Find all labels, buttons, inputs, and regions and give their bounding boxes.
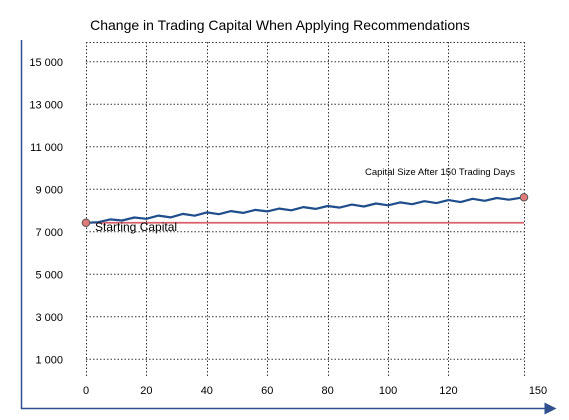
y-tick-label: 11 000 — [30, 142, 63, 154]
x-tick-label: 40 — [201, 385, 213, 397]
x-tick-label: 20 — [140, 385, 152, 397]
starting-capital-label: Starting Capital — [95, 220, 177, 234]
x-tick-label: 80 — [322, 385, 334, 397]
x-tick-label: 60 — [261, 385, 273, 397]
x-tick-label: 150 — [529, 385, 547, 397]
x-tick-label: 120 — [439, 385, 457, 397]
grid — [86, 42, 525, 378]
y-tick-label: 1 000 — [35, 354, 63, 366]
end-marker — [519, 192, 529, 202]
y-tick-label: 5 000 — [35, 269, 63, 281]
axes — [20, 40, 557, 415]
y-tick-label: 7 000 — [35, 227, 63, 239]
series-line — [85, 196, 525, 224]
y-tick-label: 13 000 — [29, 99, 63, 111]
capital-after-label: Capital Size After 150 Trading Days — [365, 167, 515, 178]
x-tick-label: 100 — [379, 385, 397, 397]
series-group — [81, 192, 529, 228]
y-tick-label: 15 000 — [29, 57, 63, 69]
tick-labels: 1 000 3 000 5 000 7 000 9 000 11 000 13 000 15 … — [29, 57, 547, 397]
start-marker — [81, 218, 91, 228]
x-tick-label: 0 — [83, 385, 89, 397]
y-tick-label: 3 000 — [35, 312, 63, 324]
chart-title: Change in Trading Capital When Applying … — [90, 17, 470, 33]
y-tick-label: 9 000 — [35, 184, 63, 196]
